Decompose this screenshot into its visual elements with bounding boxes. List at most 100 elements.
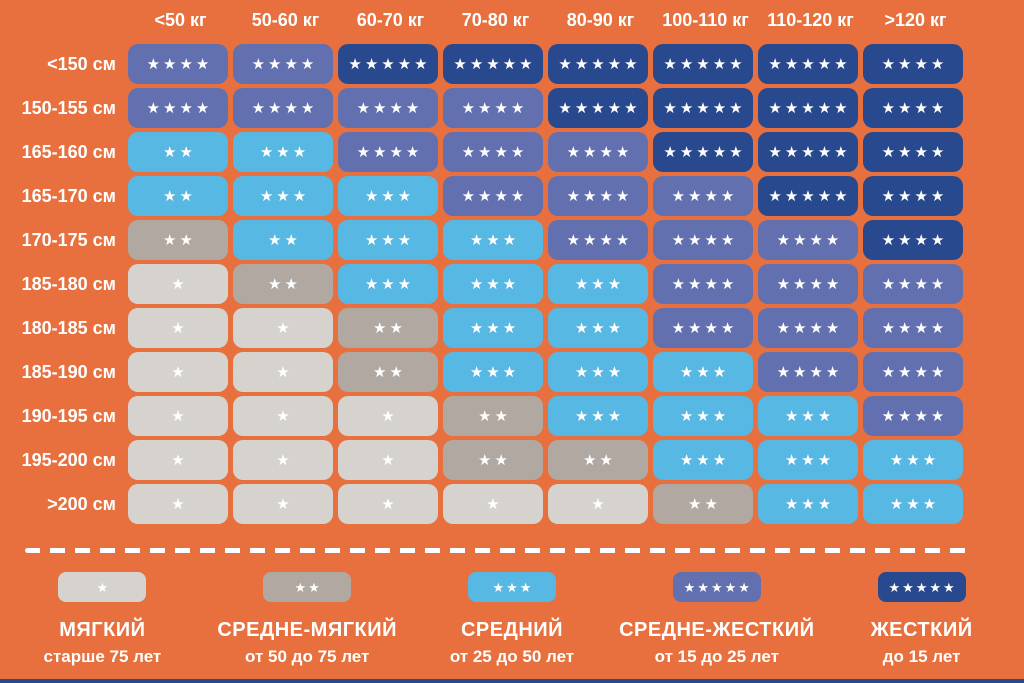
firmness-cell: ★★★	[758, 396, 858, 436]
star-rating: ★★★★	[566, 143, 633, 161]
star-rating: ★★★	[364, 275, 415, 293]
table-row: 195-200 см ★ ★ ★ ★★ ★★ ★★★ ★★★ ★★★	[0, 438, 963, 482]
firmness-cell: ★★	[443, 396, 543, 436]
star-rating: ★★★★★	[453, 55, 536, 73]
star-rating: ★★★★★	[663, 55, 746, 73]
legend-swatch: ★	[58, 572, 147, 602]
firmness-cell: ★★★★★	[758, 176, 858, 216]
star-rating: ★	[171, 451, 188, 469]
firmness-cell: ★★★★	[338, 88, 438, 128]
star-rating: ★★★★★	[768, 99, 851, 117]
star-rating: ★★★★★	[558, 99, 641, 117]
firmness-cell: ★★★★★	[338, 44, 438, 84]
star-rating: ★★★★	[881, 363, 948, 381]
firmness-cell: ★★	[653, 484, 753, 524]
firmness-cell: ★★★★	[653, 264, 753, 304]
firmness-cell: ★★★	[653, 396, 753, 436]
firmness-cell: ★★★	[338, 176, 438, 216]
star-rating: ★★★★	[251, 99, 318, 117]
firmness-cell: ★★★★	[863, 220, 963, 260]
firmness-cell: ★★★★★	[653, 44, 753, 84]
star-rating: ★★	[688, 495, 721, 513]
star-rating: ★	[171, 319, 188, 337]
star-rating: ★★★★★	[888, 579, 957, 595]
star-rating: ★★★★★	[768, 143, 851, 161]
firmness-cell: ★★★★	[443, 132, 543, 172]
star-rating: ★★★★	[356, 143, 423, 161]
legend-title: СРЕДНЕ-ЖЕСТКИЙ	[619, 619, 815, 641]
column-header: 50-60 кг	[251, 10, 320, 30]
legend-title: СРЕДНЕ-МЯГКИЙ	[217, 619, 398, 641]
firmness-cell: ★	[338, 440, 438, 480]
firmness-cell: ★	[233, 396, 333, 436]
star-rating: ★★★	[574, 363, 625, 381]
row-label: <150 см	[47, 53, 116, 74]
table-row: 190-195 см ★ ★ ★ ★★ ★★★ ★★★ ★★★ ★★★★	[0, 394, 963, 438]
firmness-cell: ★★★★★	[758, 44, 858, 84]
firmness-cell: ★	[128, 352, 228, 392]
firmness-cell: ★	[128, 308, 228, 348]
star-rating: ★★★★	[776, 275, 843, 293]
row-label: 195-200 см	[21, 449, 116, 470]
star-rating: ★★	[478, 451, 511, 469]
star-rating: ★★★	[469, 319, 520, 337]
firmness-cell: ★★★	[338, 220, 438, 260]
firmness-cell: ★★★	[548, 308, 648, 348]
star-rating: ★★★★★	[768, 55, 851, 73]
firmness-cell: ★★	[548, 440, 648, 480]
star-rating: ★	[96, 579, 111, 595]
firmness-cell: ★★★★★	[653, 88, 753, 128]
table-row: 165-170 см ★★ ★★★ ★★★ ★★★★ ★★★★ ★★★★ ★★★★★ ★★★★	[0, 174, 963, 218]
firmness-cell: ★★★★	[758, 220, 858, 260]
legend-swatch: ★★★★★	[672, 572, 761, 602]
firmness-cell: ★★★	[548, 352, 648, 392]
table-row: <150 см ★★★★ ★★★★ ★★★★★ ★★★★★ ★★★★★ ★★★★★ ★★★★★…	[0, 42, 963, 86]
star-rating: ★★	[583, 451, 616, 469]
star-rating: ★	[486, 495, 503, 513]
firmness-cell: ★★★	[443, 264, 543, 304]
star-rating: ★	[591, 495, 608, 513]
firmness-grid: <150 см ★★★★ ★★★★ ★★★★★ ★★★★★ ★★★★★ ★★★★★ ★★★★★…	[0, 42, 963, 526]
star-rating: ★★★★★	[663, 99, 746, 117]
star-rating: ★★★★	[881, 275, 948, 293]
firmness-cell: ★★★★	[443, 176, 543, 216]
legend-swatch: ★★	[263, 572, 352, 602]
firmness-cell: ★★★★	[338, 132, 438, 172]
firmness-cell: ★★★★★	[443, 44, 543, 84]
column-header: >120 кг	[884, 10, 947, 30]
star-rating: ★★★★	[881, 55, 948, 73]
star-rating: ★★★	[784, 407, 835, 425]
firmness-cell: ★★★★	[128, 88, 228, 128]
row-label: 165-170 см	[21, 185, 116, 206]
star-rating: ★★★	[492, 579, 534, 595]
table-row: 150-155 см ★★★★ ★★★★ ★★★★ ★★★★ ★★★★★ ★★★★★ ★★★★…	[0, 86, 963, 130]
firmness-cell: ★★	[443, 440, 543, 480]
firmness-cell: ★	[338, 396, 438, 436]
firmness-cell: ★★★	[653, 352, 753, 392]
firmness-cell: ★★	[338, 352, 438, 392]
star-rating: ★	[276, 451, 293, 469]
star-rating: ★★★	[679, 407, 730, 425]
firmness-cell: ★★★★	[653, 220, 753, 260]
star-rating: ★★★★	[356, 99, 423, 117]
legend-item: ★★ СРЕДНЕ-МЯГКИЙ от 50 до 75 лет	[205, 572, 410, 667]
star-rating: ★★	[373, 319, 406, 337]
firmness-cell: ★★★★	[863, 44, 963, 84]
firmness-cell: ★★★	[233, 176, 333, 216]
star-rating: ★★★★★	[558, 55, 641, 73]
firmness-cell: ★★★★	[758, 264, 858, 304]
firmness-cell: ★★★★	[653, 176, 753, 216]
firmness-cell: ★★	[338, 308, 438, 348]
star-rating: ★★★★	[146, 99, 213, 117]
firmness-cell: ★★★★	[758, 308, 858, 348]
table-row: 180-185 см ★ ★ ★★ ★★★ ★★★ ★★★★ ★★★★ ★★★★	[0, 306, 963, 350]
star-rating: ★★★	[679, 451, 730, 469]
firmness-cell: ★★★	[863, 484, 963, 524]
firmness-cell: ★★★★	[863, 176, 963, 216]
table-row: 185-180 см ★ ★★ ★★★ ★★★ ★★★ ★★★★ ★★★★ ★★★★	[0, 262, 963, 306]
star-rating: ★★★	[469, 275, 520, 293]
star-rating: ★★★★	[881, 187, 948, 205]
legend-sublabel: старше 75 лет	[43, 647, 162, 666]
firmness-cell: ★★★	[443, 308, 543, 348]
firmness-cell: ★★★★★	[758, 132, 858, 172]
